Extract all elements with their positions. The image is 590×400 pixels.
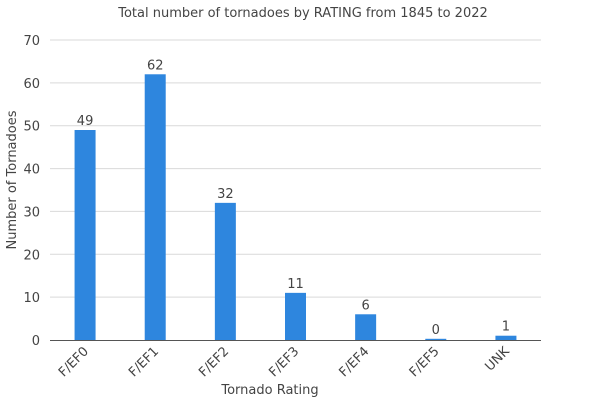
- x-tick-label: F/EF2: [196, 344, 232, 380]
- y-axis-ticks: 0 10 20 30 40 50 60 70: [23, 34, 40, 349]
- x-tick-label: F/EF1: [126, 344, 162, 380]
- data-labels: 49 62 32 11 6 0 1: [77, 58, 510, 338]
- bar[interactable]: [285, 292, 306, 340]
- data-label: 62: [147, 58, 164, 73]
- y-tick-label: 20: [23, 248, 40, 263]
- y-tick-label: 10: [23, 291, 40, 306]
- bar[interactable]: [74, 130, 96, 340]
- data-label: 0: [432, 323, 440, 338]
- y-tick-label: 50: [23, 120, 40, 135]
- y-tick-label: 0: [32, 334, 40, 349]
- bar[interactable]: [495, 335, 517, 340]
- bar[interactable]: [425, 338, 447, 340]
- y-tick-label: 30: [23, 205, 40, 220]
- bar[interactable]: [355, 314, 377, 340]
- x-tick-label: F/EF3: [266, 344, 302, 380]
- bar[interactable]: [214, 202, 236, 340]
- data-label: 32: [217, 187, 234, 202]
- chart-title: Total number of tornadoes by RATING from…: [117, 6, 488, 21]
- data-label: 1: [502, 320, 510, 335]
- bars: [74, 74, 517, 341]
- data-label: 11: [287, 277, 304, 292]
- gridlines: [50, 39, 541, 298]
- data-label: 6: [362, 298, 370, 313]
- y-tick-label: 70: [23, 34, 40, 49]
- y-tick-label: 60: [23, 77, 40, 92]
- x-axis-title: Tornado Rating: [220, 383, 318, 398]
- bar[interactable]: [144, 74, 166, 341]
- x-tick-label: F/EF0: [56, 344, 92, 380]
- x-tick-label: F/EF5: [407, 344, 443, 380]
- data-label: 49: [77, 114, 94, 129]
- x-tick-label: F/EF4: [337, 344, 373, 380]
- y-tick-label: 40: [23, 163, 40, 178]
- x-tick-label: UNK: [483, 344, 514, 375]
- y-axis-title: Number of Tornadoes: [5, 110, 20, 249]
- x-axis-ticks: F/EF0 F/EF1 F/EF2 F/EF3 F/EF4 F/EF5 UNK: [56, 344, 513, 380]
